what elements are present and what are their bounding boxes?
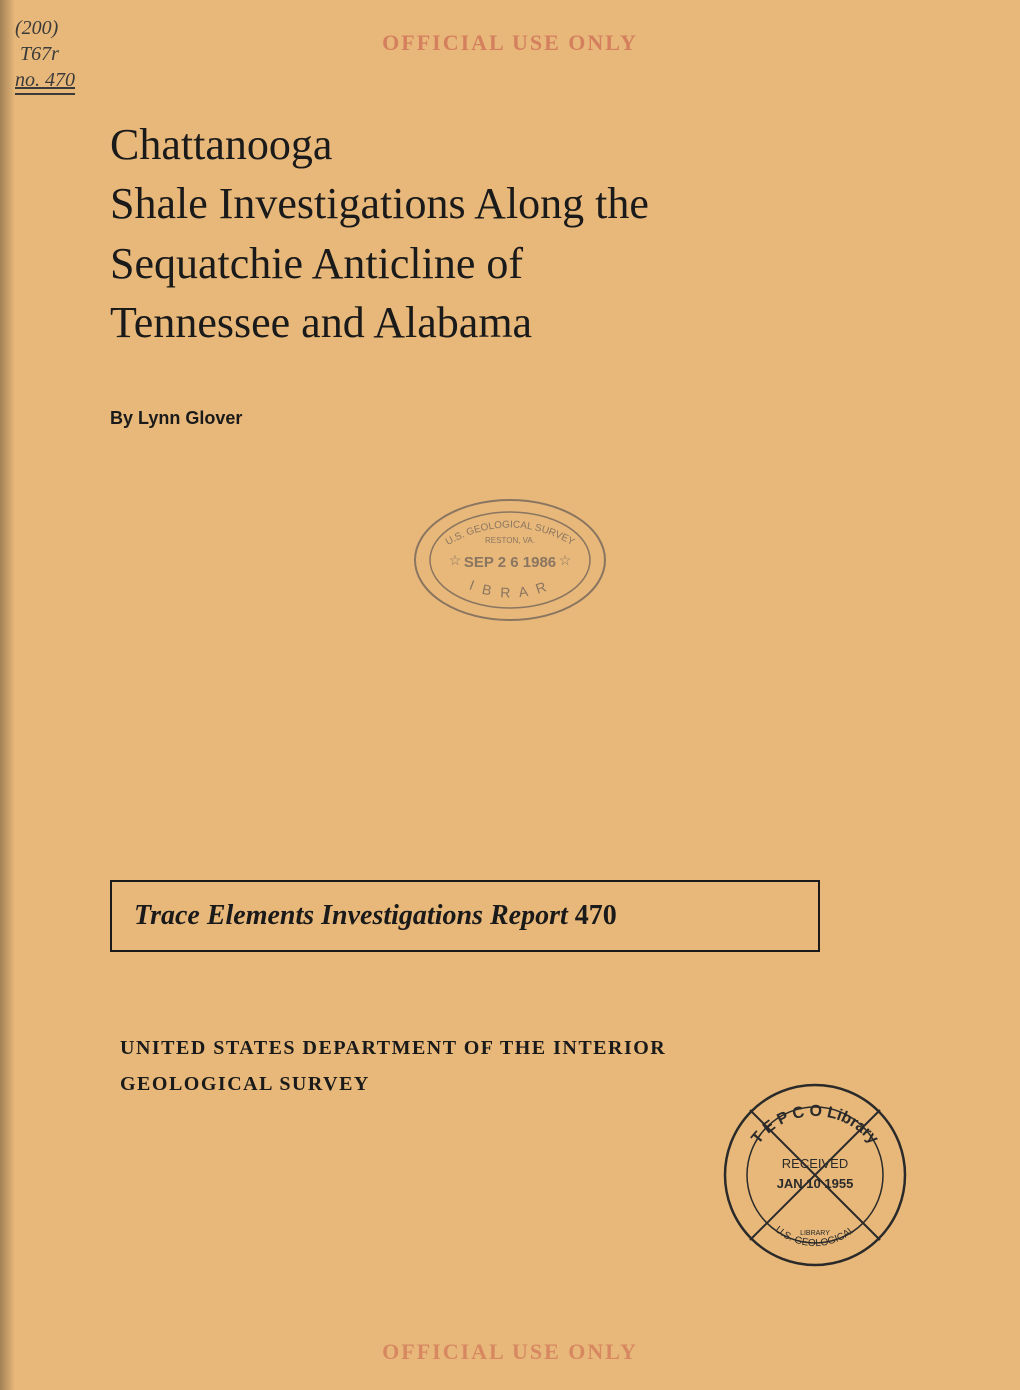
title-line-1: Chattanooga — [110, 120, 332, 169]
catalog-number-3: no. 470 — [15, 67, 75, 95]
main-content: Chattanooga Shale Investigations Along t… — [110, 115, 960, 429]
title-line-3: Sequatchie Anticline of — [110, 239, 523, 288]
svg-text:JAN 10 1955: JAN 10 1955 — [777, 1176, 854, 1191]
title-line-4: Tennessee and Alabama — [110, 298, 532, 347]
report-series-box: Trace Elements Investigations Report 470 — [110, 880, 820, 952]
svg-text:T E P C O Library: T E P C O Library — [748, 1103, 881, 1147]
classification-stamp-bottom: OFFICIAL USE ONLY — [382, 1339, 638, 1365]
title-line-2: Shale Investigations Along the — [110, 179, 649, 228]
department-line-2: GEOLOGICAL SURVEY — [120, 1066, 666, 1102]
document-title: Chattanooga Shale Investigations Along t… — [110, 115, 960, 353]
report-series-text: Trace Elements Investigations Report 470 — [134, 900, 796, 932]
svg-text:RECEIVED: RECEIVED — [782, 1156, 848, 1171]
handwritten-catalog-notes: (200) T67r no. 470 — [15, 15, 75, 95]
page-shadow — [0, 0, 15, 1390]
report-number: 470 — [575, 900, 617, 931]
catalog-number-1: (200) — [15, 15, 75, 41]
received-stamp-icon: T E P C O Library RECEIVED JAN 10 1955 U… — [720, 1080, 910, 1270]
svg-text:☆: ☆ — [559, 554, 572, 569]
svg-text:LIBRARY: LIBRARY — [800, 1230, 830, 1237]
department-line-1: UNITED STATES DEPARTMENT OF THE INTERIOR — [120, 1030, 666, 1066]
svg-text:SEP 2 6 1986: SEP 2 6 1986 — [464, 554, 556, 571]
classification-stamp-top: OFFICIAL USE ONLY — [382, 30, 638, 56]
catalog-number-2: T67r — [20, 41, 75, 67]
department-info: UNITED STATES DEPARTMENT OF THE INTERIOR… — [120, 1030, 666, 1102]
library-date-stamp-icon: U.S. GEOLOGICAL SURVEY RESTON, VA. SEP 2… — [410, 495, 610, 625]
svg-text:RESTON, VA.: RESTON, VA. — [485, 536, 535, 545]
report-series-name: Trace Elements Investigations Report — [134, 900, 568, 931]
svg-text:☆: ☆ — [449, 554, 462, 569]
author-byline: By Lynn Glover — [110, 408, 960, 429]
